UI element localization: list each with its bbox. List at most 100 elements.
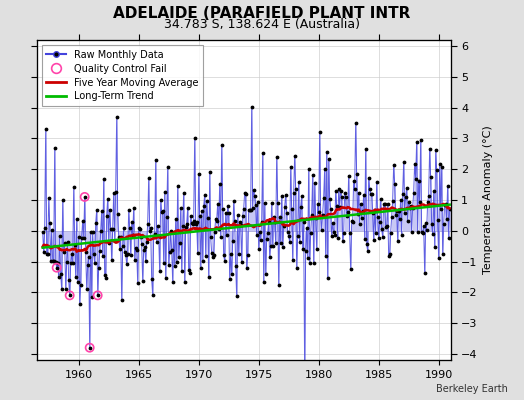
- Point: [359, 192, 368, 199]
- Point: [238, 212, 247, 219]
- Point: [278, 244, 287, 250]
- Point: [63, 238, 72, 245]
- Point: [90, 251, 98, 257]
- Point: [261, 270, 270, 277]
- Point: [377, 226, 386, 232]
- Point: [158, 208, 167, 214]
- Point: [403, 218, 412, 225]
- Point: [230, 198, 238, 204]
- Point: [364, 248, 372, 254]
- Point: [62, 259, 71, 265]
- Point: [105, 206, 114, 213]
- Point: [309, 172, 317, 178]
- Point: [88, 294, 96, 300]
- Point: [270, 218, 279, 225]
- Text: 34.783 S, 138.624 E (Australia): 34.783 S, 138.624 E (Australia): [164, 18, 360, 31]
- Point: [299, 246, 307, 252]
- Point: [356, 201, 365, 207]
- Point: [187, 213, 195, 219]
- Point: [326, 205, 335, 212]
- Point: [154, 223, 162, 230]
- Point: [43, 251, 52, 258]
- Point: [391, 212, 400, 218]
- Point: [113, 114, 121, 120]
- Point: [42, 251, 51, 258]
- Point: [412, 139, 421, 145]
- Point: [85, 344, 94, 351]
- Point: [114, 211, 122, 218]
- Text: Berkeley Earth: Berkeley Earth: [436, 384, 508, 394]
- Y-axis label: Temperature Anomaly (°C): Temperature Anomaly (°C): [483, 126, 493, 274]
- Point: [223, 203, 232, 209]
- Point: [41, 126, 50, 132]
- Point: [198, 208, 206, 214]
- Point: [247, 104, 256, 110]
- Point: [77, 281, 85, 288]
- Point: [329, 220, 337, 227]
- Point: [125, 225, 134, 232]
- Point: [79, 218, 87, 224]
- Point: [225, 276, 234, 282]
- Point: [321, 166, 329, 172]
- Point: [302, 224, 311, 231]
- Point: [406, 205, 414, 212]
- Point: [214, 226, 223, 232]
- Point: [413, 228, 422, 235]
- Point: [269, 213, 278, 220]
- Point: [334, 186, 343, 192]
- Point: [402, 185, 411, 191]
- Point: [246, 207, 255, 213]
- Point: [310, 260, 318, 266]
- Point: [416, 199, 424, 205]
- Point: [136, 234, 145, 240]
- Point: [145, 175, 153, 182]
- Point: [442, 216, 451, 222]
- Point: [217, 142, 226, 148]
- Point: [100, 175, 108, 182]
- Point: [180, 189, 188, 196]
- Point: [155, 233, 163, 240]
- Point: [73, 278, 82, 285]
- Point: [300, 372, 309, 378]
- Point: [383, 222, 391, 229]
- Point: [52, 264, 61, 271]
- Point: [376, 196, 385, 202]
- Point: [174, 254, 183, 260]
- Point: [274, 200, 282, 206]
- Point: [372, 230, 380, 236]
- Point: [176, 240, 184, 246]
- Point: [301, 248, 310, 254]
- Point: [419, 230, 427, 236]
- Point: [350, 178, 358, 184]
- Point: [125, 207, 133, 214]
- Point: [363, 241, 371, 248]
- Point: [335, 204, 344, 210]
- Point: [427, 174, 435, 180]
- Point: [140, 244, 149, 251]
- Point: [343, 209, 352, 215]
- Point: [258, 150, 267, 156]
- Point: [299, 219, 308, 225]
- Point: [351, 186, 359, 192]
- Point: [281, 192, 290, 198]
- Point: [128, 232, 137, 238]
- Point: [93, 292, 102, 298]
- Point: [157, 197, 165, 203]
- Point: [199, 258, 207, 264]
- Point: [201, 252, 210, 259]
- Point: [265, 218, 273, 225]
- Point: [135, 225, 143, 232]
- Point: [191, 221, 200, 228]
- Point: [232, 262, 240, 269]
- Point: [172, 258, 181, 265]
- Point: [203, 214, 212, 221]
- Point: [99, 253, 107, 259]
- Point: [208, 250, 216, 256]
- Point: [39, 249, 48, 255]
- Point: [181, 224, 190, 230]
- Point: [227, 271, 236, 278]
- Point: [362, 146, 370, 152]
- Point: [441, 202, 449, 208]
- Point: [279, 222, 288, 229]
- Point: [184, 267, 193, 274]
